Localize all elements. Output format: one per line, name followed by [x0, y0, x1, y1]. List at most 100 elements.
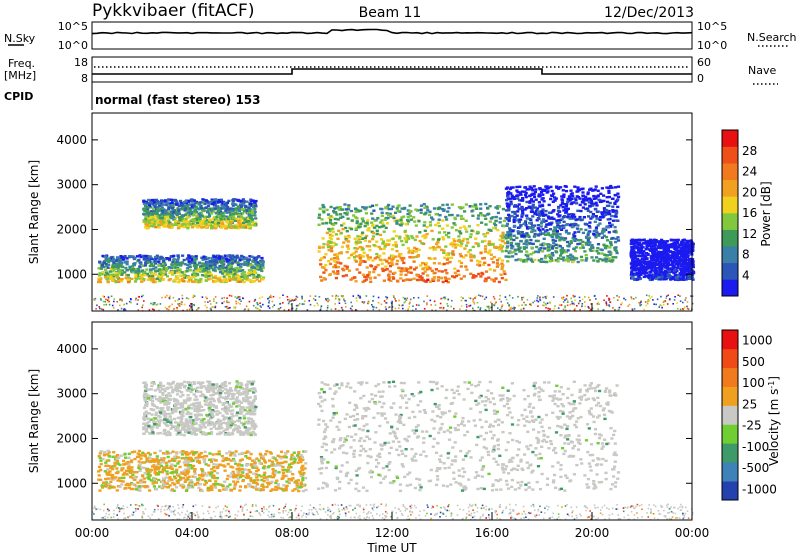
data-cell — [231, 216, 235, 219]
data-cell — [547, 223, 551, 226]
ground-scatter-cell — [631, 308, 634, 310]
ground-scatter-cell — [159, 303, 162, 305]
data-cell — [490, 257, 494, 261]
data-cell — [169, 204, 173, 207]
data-cell — [562, 225, 566, 229]
ground-scatter-cell — [268, 301, 270, 304]
data-cell — [218, 255, 222, 258]
data-cell — [184, 217, 188, 221]
data-cell — [611, 236, 615, 240]
data-cell — [331, 230, 335, 234]
ground-scatter-cell — [402, 296, 405, 299]
data-cell — [400, 259, 404, 262]
data-cell — [412, 260, 416, 263]
data-cell — [249, 199, 253, 203]
data-cell — [403, 229, 407, 233]
data-cell — [111, 260, 115, 263]
ground-scatter-cell — [93, 299, 96, 301]
data-cell — [649, 249, 653, 252]
data-cell — [649, 246, 653, 249]
data-cell — [478, 264, 482, 267]
data-cell — [217, 209, 221, 212]
data-cell — [398, 210, 402, 213]
data-cell — [249, 198, 253, 201]
data-cell — [607, 231, 611, 234]
data-cell — [512, 197, 517, 200]
data-cell — [187, 199, 191, 203]
data-cell — [225, 215, 229, 218]
ground-scatter-cell — [564, 306, 566, 309]
data-cell — [194, 269, 198, 273]
data-cell — [500, 250, 504, 253]
data-cell — [630, 270, 634, 273]
data-cell — [256, 265, 260, 268]
data-cell — [649, 255, 654, 258]
data-cell — [441, 236, 445, 239]
ground-scatter-cell — [181, 297, 184, 300]
data-cell — [170, 272, 174, 275]
ground-scatter-cell — [576, 305, 578, 307]
data-cell — [521, 211, 525, 214]
data-cell — [523, 190, 527, 193]
data-cell — [251, 260, 255, 263]
data-cell — [532, 251, 536, 254]
data-cell — [191, 273, 195, 276]
data-cell — [149, 210, 154, 213]
data-cell — [144, 254, 148, 258]
data-cell — [149, 268, 153, 271]
data-cell — [453, 271, 457, 274]
data-cell — [243, 218, 247, 221]
data-cell — [168, 278, 172, 281]
ground-scatter-cell — [227, 307, 230, 309]
data-cell — [197, 219, 202, 223]
data-cell — [378, 258, 382, 261]
data-cell — [496, 228, 500, 232]
data-cell — [157, 223, 161, 227]
data-cell — [334, 276, 338, 280]
data-cell — [372, 209, 376, 212]
data-cell — [640, 263, 644, 266]
data-cell — [336, 253, 340, 256]
data-cell — [645, 240, 650, 244]
data-cell — [520, 209, 525, 212]
data-cell — [394, 255, 398, 258]
data-cell — [222, 263, 226, 266]
data-cell — [164, 221, 168, 225]
data-cell — [584, 241, 588, 245]
data-cell — [434, 268, 438, 271]
data-cell — [105, 275, 109, 278]
data-cell — [220, 215, 224, 218]
ground-scatter-cell — [269, 296, 271, 298]
data-cell — [212, 201, 216, 204]
data-cell — [677, 249, 681, 252]
data-cell — [345, 230, 349, 233]
data-cell — [530, 246, 534, 249]
data-cell — [665, 255, 669, 258]
ground-scatter-cell — [686, 305, 688, 308]
data-cell — [197, 280, 201, 284]
data-cell — [120, 256, 124, 259]
data-cell — [419, 264, 423, 267]
data-cell — [420, 276, 424, 279]
data-cell — [561, 189, 565, 192]
data-cell — [476, 263, 480, 266]
ground-scatter-cell — [183, 303, 186, 306]
data-cell — [584, 259, 588, 262]
data-cell — [544, 209, 548, 213]
ground-scatter-cell — [571, 300, 573, 303]
data-cell — [160, 217, 164, 220]
data-cell — [596, 247, 600, 250]
ground-scatter-cell — [579, 300, 581, 302]
data-cell — [354, 250, 358, 253]
data-cell — [147, 276, 152, 279]
data-cell — [166, 224, 170, 228]
data-cell — [657, 266, 662, 269]
data-cell — [194, 255, 198, 258]
data-cell — [138, 273, 143, 277]
data-cell — [214, 198, 218, 201]
ground-scatter-cell — [330, 308, 333, 311]
data-cell — [549, 256, 553, 259]
data-cell — [550, 189, 554, 193]
data-cell — [329, 241, 333, 245]
data-cell — [431, 218, 435, 221]
